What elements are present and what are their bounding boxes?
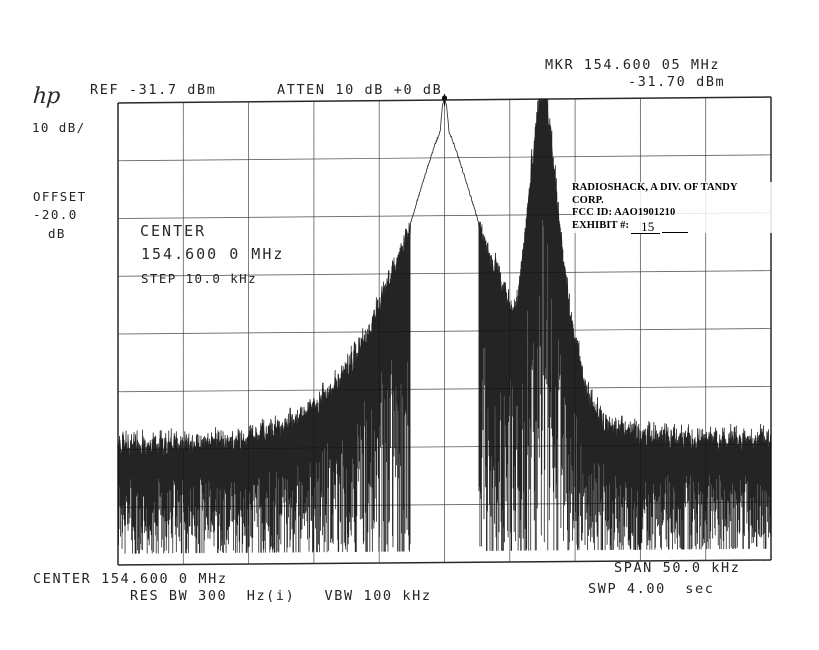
spectrum-svg <box>117 94 772 566</box>
fcc-stamp-line2: CORP. <box>572 194 604 206</box>
hp-logo: hp <box>32 84 61 109</box>
marker-frequency-readout: MKR 154.600 05 MHz <box>545 57 721 73</box>
center-step-value: STEP 10.0 kHz <box>141 271 258 286</box>
footer-center-frequency: CENTER 154.600 0 MHz <box>33 571 228 587</box>
center-frequency-title: CENTER <box>140 222 207 240</box>
footer-span: SPAN 50.0 kHz <box>614 560 741 576</box>
offset-value: -20.0 <box>33 207 78 222</box>
attenuation-label: ATTEN 10 dB +0 dB <box>277 82 443 98</box>
fcc-exhibit-stamp: RADIOSHACK, A DIV. OF TANDY CORP. FCC ID… <box>572 182 784 234</box>
marker-amplitude-readout: -31.70 dBm <box>628 74 726 90</box>
marker-indicator <box>441 94 448 106</box>
exhibit-number: 15 <box>631 220 661 234</box>
exhibit-underline <box>662 221 689 233</box>
exhibit-label: EXHIBIT #: <box>572 220 630 232</box>
ref-level-label: REF -31.7 dBm <box>90 82 217 98</box>
offset-label: OFFSET <box>33 189 87 204</box>
scale-per-division-label: 10 dB/ <box>32 120 86 135</box>
center-frequency-value: 154.600 0 MHz <box>141 245 285 263</box>
footer-sweep-time: SWP 4.00 sec <box>588 581 715 597</box>
exhibit-number-row: EXHIBIT #: 15 <box>572 220 784 234</box>
offset-unit: dB <box>48 226 66 241</box>
fcc-id-line: FCC ID: AAO1901210 <box>572 207 676 219</box>
fcc-stamp-line1: RADIOSHACK, A DIV. OF TANDY <box>572 182 738 193</box>
footer-bandwidth: RES BW 300 Hz(i) VBW 100 kHz <box>130 588 432 604</box>
spectrum-plot[interactable] <box>117 94 772 566</box>
